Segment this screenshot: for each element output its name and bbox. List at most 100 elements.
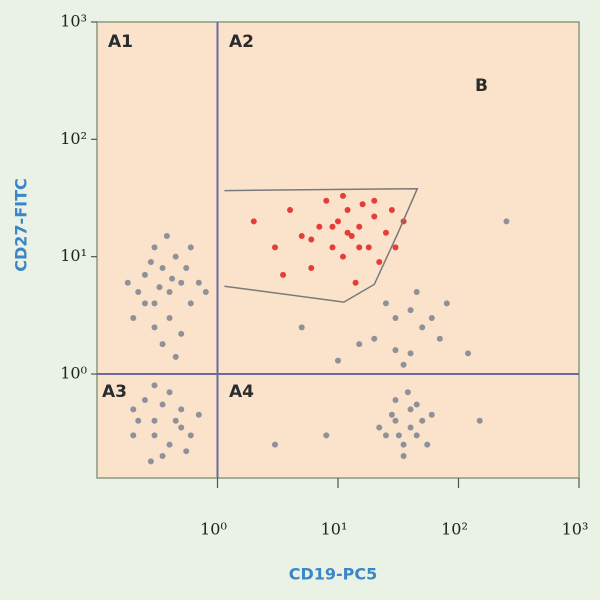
data-point	[323, 432, 330, 439]
data-point	[356, 341, 363, 348]
data-point	[159, 401, 166, 408]
data-point	[365, 244, 372, 251]
data-point	[436, 335, 443, 342]
data-point	[271, 244, 278, 251]
data-point	[323, 197, 330, 204]
data-point	[147, 458, 154, 465]
data-point	[407, 350, 414, 357]
data-point	[382, 229, 389, 236]
data-point	[163, 233, 170, 240]
data-point	[376, 424, 383, 431]
data-point	[151, 300, 158, 307]
data-point	[250, 218, 257, 225]
data-point	[413, 432, 420, 439]
data-point	[503, 218, 510, 225]
data-point	[392, 397, 399, 404]
data-point	[392, 315, 399, 322]
data-point	[388, 411, 395, 418]
x-tick-label: 10⁰	[200, 520, 227, 539]
data-point	[348, 233, 355, 240]
gate-label: B	[475, 76, 488, 96]
data-point	[428, 315, 435, 322]
x-tick-label: 10²	[441, 520, 468, 539]
quadrant-label: A1	[108, 32, 133, 52]
data-point	[187, 432, 194, 439]
data-point	[195, 279, 202, 286]
data-point	[407, 406, 414, 413]
data-point	[359, 201, 366, 208]
data-point	[419, 324, 426, 331]
data-point	[298, 324, 305, 331]
data-point	[428, 411, 435, 418]
x-tick-label: 10³	[562, 520, 589, 539]
data-point	[392, 417, 399, 424]
data-point	[178, 279, 185, 286]
data-point	[178, 330, 185, 337]
data-point	[329, 223, 336, 230]
data-point	[183, 265, 190, 272]
data-point	[156, 284, 163, 291]
data-point	[141, 397, 148, 404]
data-point	[382, 300, 389, 307]
data-point	[141, 300, 148, 307]
data-point	[135, 417, 142, 424]
data-point	[404, 389, 411, 396]
data-point	[352, 279, 359, 286]
data-point	[419, 417, 426, 424]
data-point	[159, 453, 166, 460]
data-point	[172, 253, 179, 260]
y-tick-label: 10³	[60, 12, 87, 31]
data-point	[407, 307, 414, 314]
data-point	[187, 244, 194, 251]
data-point	[424, 441, 431, 448]
data-point	[287, 206, 294, 213]
data-point	[166, 441, 173, 448]
data-point	[335, 218, 341, 225]
data-point	[339, 192, 346, 199]
data-point	[202, 289, 209, 296]
data-point	[130, 432, 137, 439]
data-point	[178, 406, 185, 413]
data-point	[413, 289, 420, 296]
y-tick-label: 10⁰	[60, 364, 87, 383]
data-point	[271, 441, 278, 448]
gate	[224, 187, 419, 303]
y-tick-label: 10²	[60, 129, 87, 148]
data-point	[183, 448, 190, 455]
data-point	[172, 353, 179, 360]
data-point	[371, 213, 378, 220]
data-point	[400, 361, 407, 368]
data-point	[443, 300, 450, 307]
data-point	[187, 300, 194, 307]
data-point	[141, 271, 148, 278]
data-point	[178, 424, 185, 431]
data-point	[130, 406, 137, 413]
data-point	[400, 441, 407, 448]
y-tick-label: 10¹	[60, 246, 87, 265]
data-point	[382, 432, 389, 439]
data-point	[356, 223, 363, 230]
data-point	[316, 223, 323, 230]
data-point	[159, 341, 166, 348]
x-tick-label: 10¹	[321, 520, 348, 539]
data-point	[407, 424, 414, 431]
data-point	[151, 244, 158, 251]
data-point	[308, 236, 315, 243]
data-point	[151, 432, 158, 439]
data-point	[376, 259, 383, 266]
data-point	[280, 271, 287, 278]
data-point	[476, 417, 483, 424]
data-point	[392, 347, 399, 354]
data-point	[400, 453, 407, 460]
quadrant-label: A3	[102, 382, 127, 402]
data-point	[335, 357, 341, 364]
data-point	[465, 350, 472, 357]
quadrant-label: A2	[229, 32, 254, 52]
data-point	[395, 432, 402, 439]
data-point	[329, 244, 336, 251]
data-point	[413, 401, 420, 408]
data-point	[151, 324, 158, 331]
data-point	[344, 229, 351, 236]
data-point	[298, 233, 305, 240]
